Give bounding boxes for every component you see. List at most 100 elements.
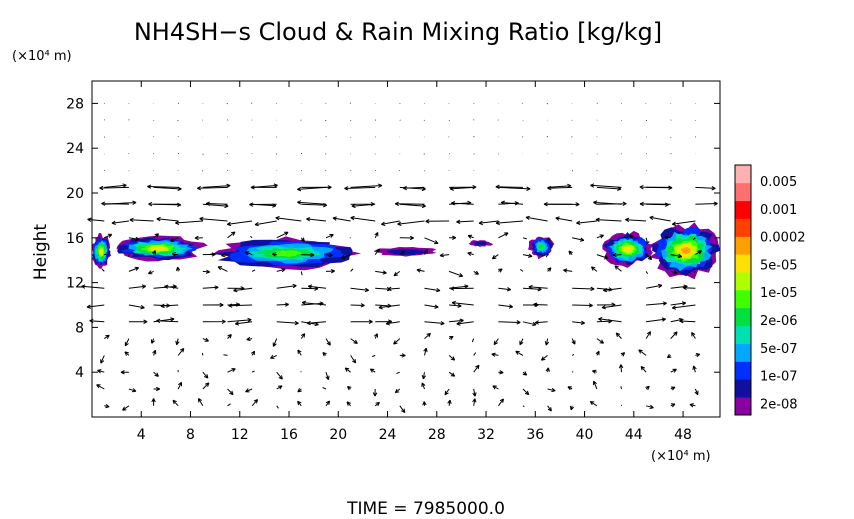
wind-vector <box>473 352 477 356</box>
wind-vector <box>545 367 550 373</box>
wind-vector <box>424 237 439 245</box>
wind-vector <box>153 386 161 392</box>
wind-vector <box>350 303 365 308</box>
colorbar-label: 0.005 <box>760 175 797 190</box>
wind-vector <box>170 237 179 242</box>
plot-frame <box>91 80 721 418</box>
wind-vector <box>297 200 327 205</box>
wind-vector <box>498 320 521 325</box>
y-tick-label: 8 <box>75 320 84 336</box>
y-tick-label: 12 <box>66 276 84 292</box>
wind-vector <box>227 334 232 339</box>
wind-vector <box>492 385 499 390</box>
wind-vector <box>439 253 450 258</box>
wind-vector <box>447 399 452 406</box>
colorbar-swatch <box>735 272 751 291</box>
wind-vector <box>276 371 283 380</box>
wind-vector <box>217 266 228 272</box>
wind-vector <box>450 201 474 206</box>
wind-vector <box>515 350 524 356</box>
wind-vector <box>451 300 474 306</box>
wind-vector <box>495 220 524 226</box>
wind-vector <box>175 220 203 225</box>
wind-vector <box>128 319 148 324</box>
wind-vector <box>421 382 426 390</box>
wind-vector <box>300 271 303 276</box>
wind-vector <box>227 231 236 239</box>
wind-vector <box>251 269 256 272</box>
cloud-patch <box>151 246 166 251</box>
wind-vector <box>171 252 179 257</box>
wind-vector <box>300 371 302 373</box>
wind-vector <box>228 303 253 308</box>
colorbar-swatch <box>735 254 751 273</box>
wind-vector <box>467 251 474 256</box>
wind-vector <box>350 268 354 272</box>
wind-vector <box>393 338 401 345</box>
wind-vector <box>399 405 406 414</box>
wind-vector <box>177 381 182 390</box>
wind-vector <box>202 153 204 155</box>
x-tick-label: 48 <box>674 427 692 443</box>
wind-vector <box>221 252 228 258</box>
wind-vector <box>250 350 255 356</box>
wind-vector <box>402 185 425 191</box>
wind-vector <box>325 252 333 258</box>
colorbar-frame <box>734 164 752 416</box>
wind-vector <box>456 219 474 224</box>
wind-vector <box>87 217 105 222</box>
wind-vector <box>150 338 155 344</box>
wind-vector <box>300 237 305 242</box>
colorbar-swatch <box>735 218 751 237</box>
wind-vector <box>679 318 696 324</box>
wind-vector <box>227 388 234 396</box>
wind-vector <box>128 388 137 393</box>
wind-vector <box>545 254 549 258</box>
wind-vector <box>540 355 548 361</box>
x-tick-label: 12 <box>231 427 249 443</box>
wind-vector <box>473 270 480 275</box>
wind-vector <box>670 403 676 408</box>
x-tick-label: 40 <box>576 427 594 443</box>
wind-vector <box>252 183 278 188</box>
wind-vector <box>670 270 678 275</box>
wind-vector <box>397 220 425 226</box>
wind-vector <box>374 401 380 407</box>
wind-vector <box>394 388 401 394</box>
colorbar-swatch <box>735 307 751 327</box>
wind-vector <box>500 200 524 205</box>
wind-vector <box>639 201 671 207</box>
wind-vector <box>378 304 400 310</box>
x-tick-label: 4 <box>137 427 146 443</box>
y-axis-label: Height <box>31 224 51 281</box>
colorbar-swatch <box>735 182 751 202</box>
wind-vector <box>151 398 156 406</box>
wind-vector <box>569 405 575 411</box>
wind-vector <box>649 215 671 222</box>
wind-vector <box>555 216 573 222</box>
colorbar-swatch <box>735 343 751 362</box>
wind-vector <box>522 253 533 258</box>
wind-vector <box>544 338 550 346</box>
wind-vector <box>81 284 105 289</box>
x-tick-label: 16 <box>280 427 298 443</box>
wind-vector <box>301 252 315 258</box>
x-tick-label: 8 <box>186 427 195 443</box>
colorbar-swatch <box>735 325 751 344</box>
colorbar-label: 5e-07 <box>760 342 798 357</box>
wind-vector <box>612 252 622 258</box>
cloud-patch <box>269 250 303 257</box>
wind-vector <box>381 220 400 226</box>
wind-vector <box>297 349 302 356</box>
wind-vector <box>646 317 666 323</box>
wind-vector <box>349 102 351 104</box>
cloud-field <box>91 222 720 280</box>
wind-vector <box>202 269 211 274</box>
wind-vector <box>226 220 253 227</box>
wind-vector <box>394 201 425 207</box>
cloud-patch <box>680 247 691 255</box>
wind-vector <box>603 287 622 293</box>
chart-title: NH4SH−s Cloud & Rain Mixing Ratio [kg/kg… <box>134 18 662 46</box>
wind-vector <box>423 153 425 155</box>
